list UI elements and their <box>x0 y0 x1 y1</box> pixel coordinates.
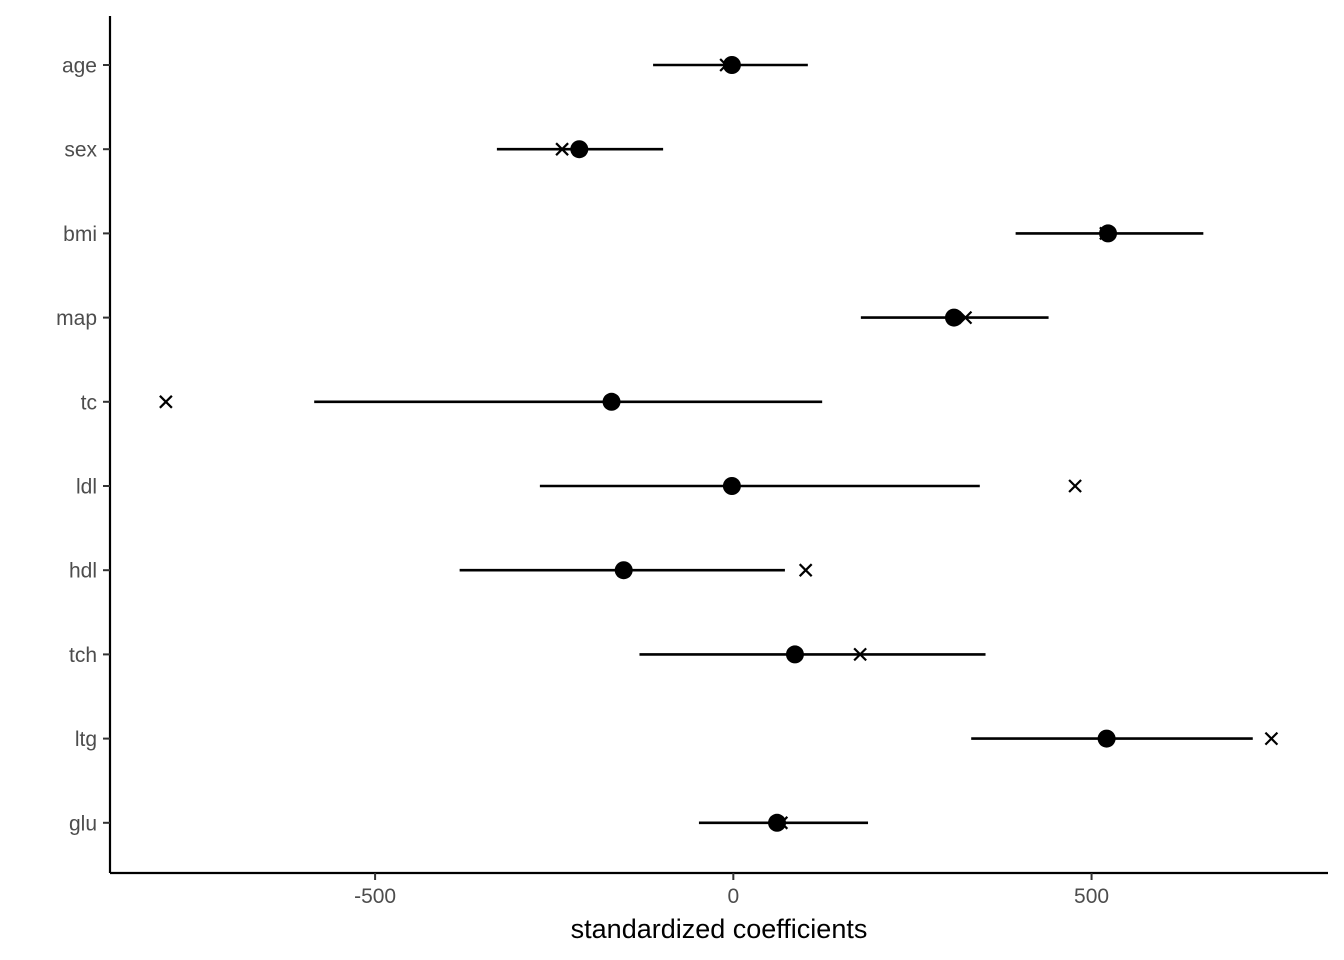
y-tick-label-ltg: ltg <box>75 728 97 751</box>
cross-marker-tc <box>159 395 173 409</box>
y-tick-label-tc: tc <box>81 391 97 414</box>
y-tick-label-age: age <box>62 55 97 78</box>
x-tick-label: 500 <box>1074 885 1109 908</box>
point-hdl <box>614 561 633 580</box>
y-tick-label-sex: sex <box>64 139 97 162</box>
y-tick-label-tch: tch <box>69 644 97 667</box>
cross-stroke <box>1068 479 1082 493</box>
x-tick-label: -500 <box>354 885 396 908</box>
point-glu <box>768 813 787 832</box>
x-axis: -500 0 500 <box>354 873 1109 908</box>
cross-marker-ltg <box>1264 731 1279 746</box>
x-tick-label: 0 <box>727 885 739 908</box>
y-axis: age sex bmi map tc ldl hdl tch ltg glu <box>56 55 110 835</box>
cross-marker-hdl <box>798 563 813 577</box>
cross-stroke <box>159 395 173 409</box>
cross-stroke <box>555 142 569 156</box>
point-ltg <box>1097 729 1116 748</box>
point-tc <box>602 392 621 411</box>
cross-marker-tch <box>853 647 867 662</box>
point-tch <box>785 645 804 664</box>
y-tick-label-hdl: hdl <box>69 560 97 583</box>
point-sex <box>570 140 589 159</box>
point-ldl <box>722 477 741 495</box>
plot-marks <box>159 56 1279 832</box>
x-axis-title: standardized coefficients <box>571 914 868 944</box>
point-map <box>945 308 964 327</box>
y-tick-label-ldl: ldl <box>76 476 97 499</box>
cross-stroke <box>798 563 813 577</box>
cross-stroke <box>1264 731 1279 746</box>
y-tick-label-glu: glu <box>69 812 97 835</box>
y-tick-label-map: map <box>56 307 97 330</box>
point-bmi <box>1099 224 1118 243</box>
cross-marker-sex <box>555 142 569 156</box>
y-tick-label-bmi: bmi <box>63 223 97 246</box>
cross-stroke <box>853 647 867 662</box>
point-age <box>722 56 741 74</box>
cross-marker-ldl <box>1068 479 1082 493</box>
